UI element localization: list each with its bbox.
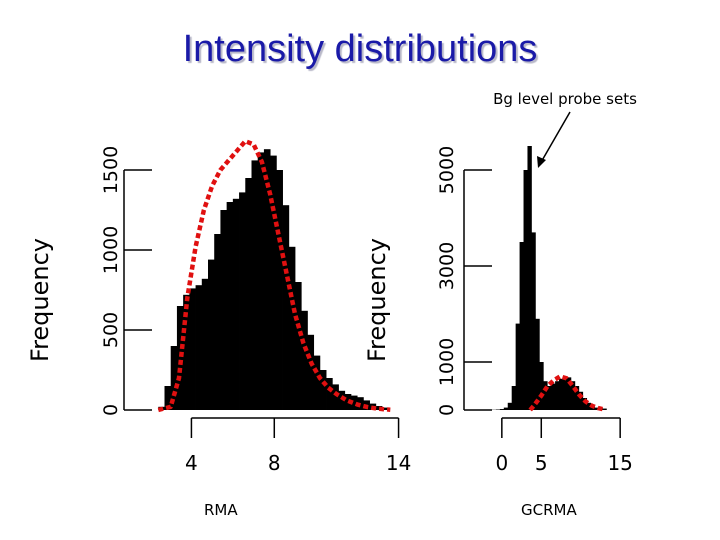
gcrma-y-tick-label: 3000	[436, 242, 458, 290]
gcrma-histogram-bar	[499, 409, 505, 410]
rma-histogram-bar	[350, 395, 358, 410]
rma-caption: RMA	[204, 501, 238, 519]
gcrma-histogram-bar	[555, 381, 560, 410]
gcrma-histogram-bar	[551, 383, 556, 410]
rma-histogram-bar	[263, 149, 271, 410]
rma-histogram-bar	[270, 155, 277, 410]
rma-histogram-bar	[288, 246, 296, 410]
gcrma-histogram-bar	[586, 402, 591, 410]
rma-histogram-bar	[382, 407, 389, 410]
slide-title: Intensity distributions	[182, 28, 538, 70]
rma-fit-curve	[157, 138, 391, 413]
gcrma-histogram-bar	[547, 386, 552, 410]
gcrma-histogram-bar	[539, 362, 544, 410]
gcrma-histogram-bar	[543, 381, 548, 410]
rma-histogram-bar	[220, 210, 228, 410]
rma-y-tick-label: 1000	[100, 226, 122, 274]
gcrma-histogram-bar	[559, 378, 564, 410]
gcrma-histogram-bar	[511, 386, 517, 410]
rma-histogram-bar	[326, 378, 333, 410]
rma-x-tick-label: 14	[386, 451, 411, 475]
gcrma-histogram-bar	[523, 170, 528, 410]
rma-y-tick-label: 0	[100, 404, 122, 416]
annotation-label: Bg level probe sets	[493, 90, 637, 108]
rma-histogram-bar	[189, 288, 196, 410]
rma-histogram-bar	[338, 390, 346, 410]
rma-histogram-bar	[226, 202, 234, 410]
gcrma-histogram-bar	[503, 407, 509, 410]
rma-histogram-bar	[195, 285, 203, 410]
rma-histogram-bar	[176, 306, 184, 410]
annotation-arrow-line	[539, 111, 571, 165]
rma-histogram-bar	[319, 370, 327, 410]
gcrma-histogram-bar	[582, 398, 588, 410]
rma-histogram-bar	[307, 334, 315, 410]
rma-histogram-bar	[375, 406, 383, 410]
gcrma-panel: 0 1000 3000 5000 Frequency 0 5 15	[363, 146, 633, 475]
gcrma-x-tick-label: 5	[535, 451, 548, 475]
rma-histogram-bar	[282, 205, 290, 410]
rma-y-tick-label: 500	[100, 312, 122, 348]
rma-histogram-bar	[164, 386, 172, 410]
annotation-arrow-head	[537, 156, 546, 168]
rma-x-tick-label: 8	[268, 451, 281, 475]
rma-y-axis-title: Frequency	[26, 238, 54, 362]
annotation: Bg level probe sets	[493, 90, 637, 168]
gcrma-y-tick-label: 1000	[436, 338, 458, 386]
rma-y-tick-label: 1500	[100, 146, 122, 194]
rma-histogram-bar	[232, 198, 240, 410]
gcrma-histogram-bar	[515, 323, 520, 410]
rma-histogram-bar	[276, 170, 283, 410]
gcrma-x-tick-label: 0	[495, 451, 508, 475]
rma-histogram-bar	[183, 294, 190, 410]
gcrma-histogram-bar	[570, 381, 576, 410]
rma-histogram-bar	[239, 192, 246, 410]
rma-histogram-bar	[170, 346, 178, 410]
rma-histogram-bar	[332, 384, 339, 410]
rma-histogram-bar	[251, 160, 259, 410]
rma-histogram-bar	[214, 234, 221, 410]
gcrma-histogram-bar	[562, 376, 568, 410]
rma-histogram-bar	[208, 259, 215, 410]
rma-histogram-bar	[301, 310, 308, 410]
gcrma-histogram-bar	[531, 232, 536, 410]
gcrma-y-axis-title: Frequency	[363, 238, 391, 362]
rma-histogram-bar	[257, 152, 265, 410]
rma-histogram-bar	[245, 178, 252, 410]
gcrma-histogram-bar	[527, 146, 532, 410]
gcrma-histogram-bar	[566, 377, 572, 410]
gcrma-y-tick-label: 0	[436, 404, 458, 416]
rma-panel: 0 500 1000 1500 Frequency 4 8 14	[26, 138, 411, 475]
gcrma-y-tick-label: 5000	[436, 146, 458, 194]
rma-x-tick-label: 4	[185, 451, 198, 475]
gcrma-histogram-bar	[602, 408, 607, 410]
gcrma-fit-curve	[528, 374, 605, 412]
gcrma-histogram-bar	[578, 391, 584, 410]
gcrma-histogram-bar	[535, 318, 540, 410]
gcrma-histogram-bar	[519, 242, 524, 410]
gcrma-x-tick-label: 15	[607, 451, 632, 475]
rma-histogram-bar	[313, 355, 321, 410]
rma-histogram-bar	[295, 282, 302, 410]
gcrma-histogram-bar	[574, 386, 580, 410]
rma-histogram-bar	[201, 278, 209, 410]
gcrma-histogram-bar	[594, 407, 599, 410]
gcrma-caption: GCRMA	[521, 501, 577, 519]
gcrma-histogram-bar	[507, 402, 513, 410]
